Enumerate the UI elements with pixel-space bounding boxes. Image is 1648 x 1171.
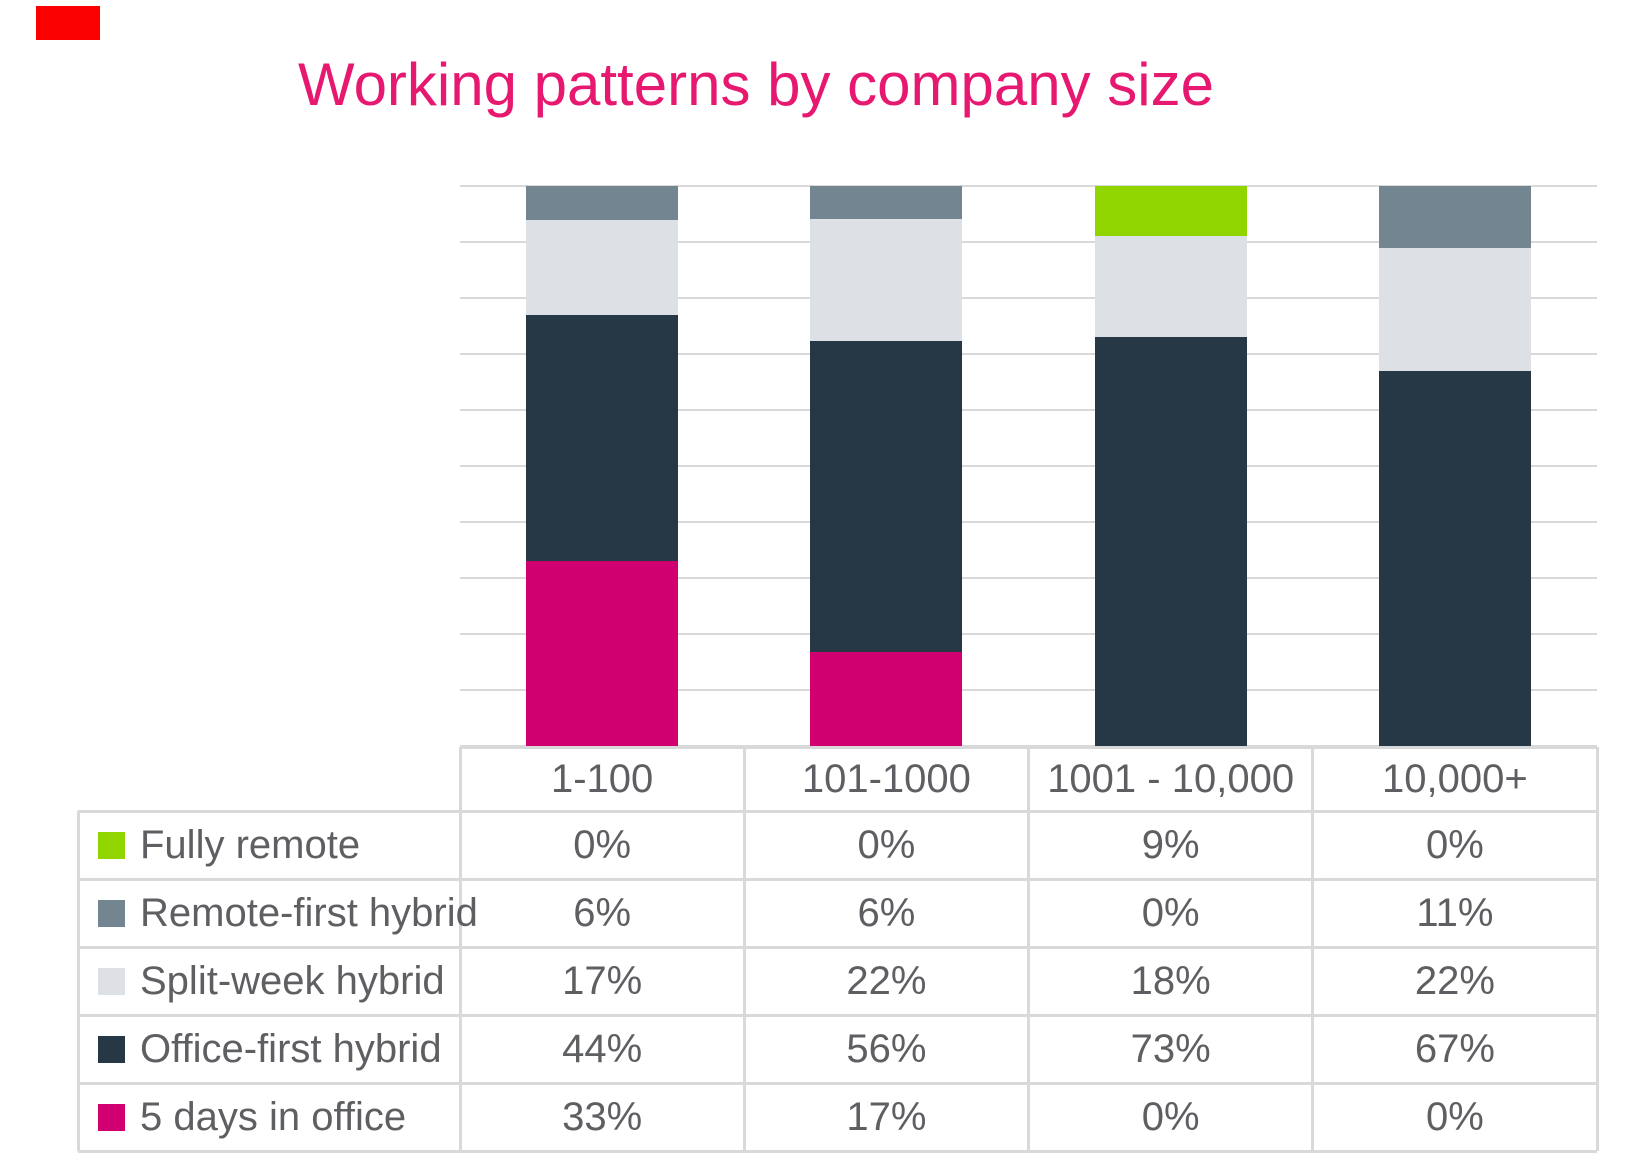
legend-label: 5 days in office (140, 1094, 407, 1139)
value-cell: 56% (846, 1026, 927, 1071)
table-border (78, 1081, 1597, 1085)
table-border (742, 747, 746, 1151)
gridline (460, 409, 1597, 411)
bar-segment-remote-first-hybrid (1378, 186, 1531, 248)
table-border (458, 747, 462, 1151)
legend-label: Remote-first hybrid (140, 890, 478, 935)
bar-segment-office-first-hybrid (1094, 337, 1247, 746)
value-cell: 73% (1130, 1026, 1211, 1071)
bar-segment-remote-first-hybrid (810, 186, 963, 220)
value-cell: 6% (573, 890, 632, 935)
legend-label: Split-week hybrid (140, 958, 445, 1003)
value-cell: 22% (1414, 958, 1495, 1003)
bar-segment-5-days-in-office (810, 651, 963, 746)
legend-swatch-remote-first-hybrid (98, 899, 125, 927)
value-cell: 17% (562, 958, 643, 1003)
table-border (1027, 747, 1030, 1151)
value-cell: 67% (1414, 1026, 1495, 1071)
bar-segment-5-days-in-office (526, 561, 679, 746)
header-cell-1001-10-000: 1001 - 10,000 (1047, 756, 1295, 801)
value-cell: 18% (1130, 958, 1211, 1003)
gridline (460, 577, 1597, 579)
legend-item-fully-remote: Fully remote (78, 811, 460, 879)
header-cell-101-1000: 101-1000 (801, 756, 971, 801)
value-cell: 0% (573, 822, 632, 867)
bar-segment-split-week-hybrid (526, 219, 679, 315)
bar-segment-fully-remote (1094, 186, 1247, 237)
gridline (460, 241, 1597, 243)
bar-segment-split-week-hybrid (1094, 236, 1247, 338)
gridline (460, 465, 1597, 467)
table-border (78, 1149, 1597, 1153)
gridline (460, 689, 1597, 691)
gridline (460, 633, 1597, 635)
value-cell: 11% (1416, 890, 1494, 935)
table-border (78, 877, 1597, 881)
value-cell: 0% (857, 822, 916, 867)
table-border (78, 1013, 1597, 1017)
gridline (460, 185, 1597, 187)
chart-title: Working patterns by company size (298, 51, 1214, 118)
legend-item-split-week-hybrid: Split-week hybrid (78, 947, 460, 1015)
bar-segment-split-week-hybrid (1378, 247, 1531, 371)
legend-swatch-split-week-hybrid (98, 967, 125, 995)
value-cell: 0% (1425, 822, 1484, 867)
value-cell: 17% (846, 1094, 927, 1139)
gridline (460, 521, 1597, 523)
value-cell: 33% (562, 1094, 643, 1139)
gridline (460, 353, 1597, 355)
value-cell: 0% (1141, 890, 1200, 935)
value-cell: 6% (857, 890, 916, 935)
table-border (78, 945, 1597, 949)
table-border (1595, 747, 1599, 1151)
table-border (76, 811, 80, 1151)
table-border (1311, 747, 1315, 1151)
header-cell-10-000: 10,000+ (1382, 756, 1528, 801)
table-border (78, 809, 1597, 813)
legend-label: Office-first hybrid (140, 1026, 442, 1071)
legend-swatch-fully-remote (98, 831, 125, 859)
bar-segment-remote-first-hybrid (526, 186, 679, 220)
legend-swatch-5-days-in-office (98, 1103, 125, 1131)
legend-swatch-office-first-hybrid (98, 1035, 125, 1063)
legend-label: Fully remote (140, 822, 361, 867)
header-cell-1-100: 1-100 (550, 756, 654, 801)
bar-segment-office-first-hybrid (526, 314, 679, 562)
value-cell: 44% (562, 1026, 643, 1071)
red-marker (36, 6, 100, 40)
gridline (460, 297, 1597, 299)
value-cell: 0% (1141, 1094, 1200, 1139)
value-cell: 0% (1425, 1094, 1484, 1139)
bar-segment-split-week-hybrid (810, 219, 963, 342)
value-cell: 22% (846, 958, 927, 1003)
legend-item-office-first-hybrid: Office-first hybrid (78, 1015, 460, 1083)
value-cell: 9% (1141, 822, 1200, 867)
legend-item-5-days-in-office: 5 days in office (78, 1083, 460, 1151)
legend-item-remote-first-hybrid: Remote-first hybrid (78, 879, 478, 947)
bar-segment-office-first-hybrid (1378, 370, 1531, 746)
bar-segment-office-first-hybrid (810, 341, 963, 652)
